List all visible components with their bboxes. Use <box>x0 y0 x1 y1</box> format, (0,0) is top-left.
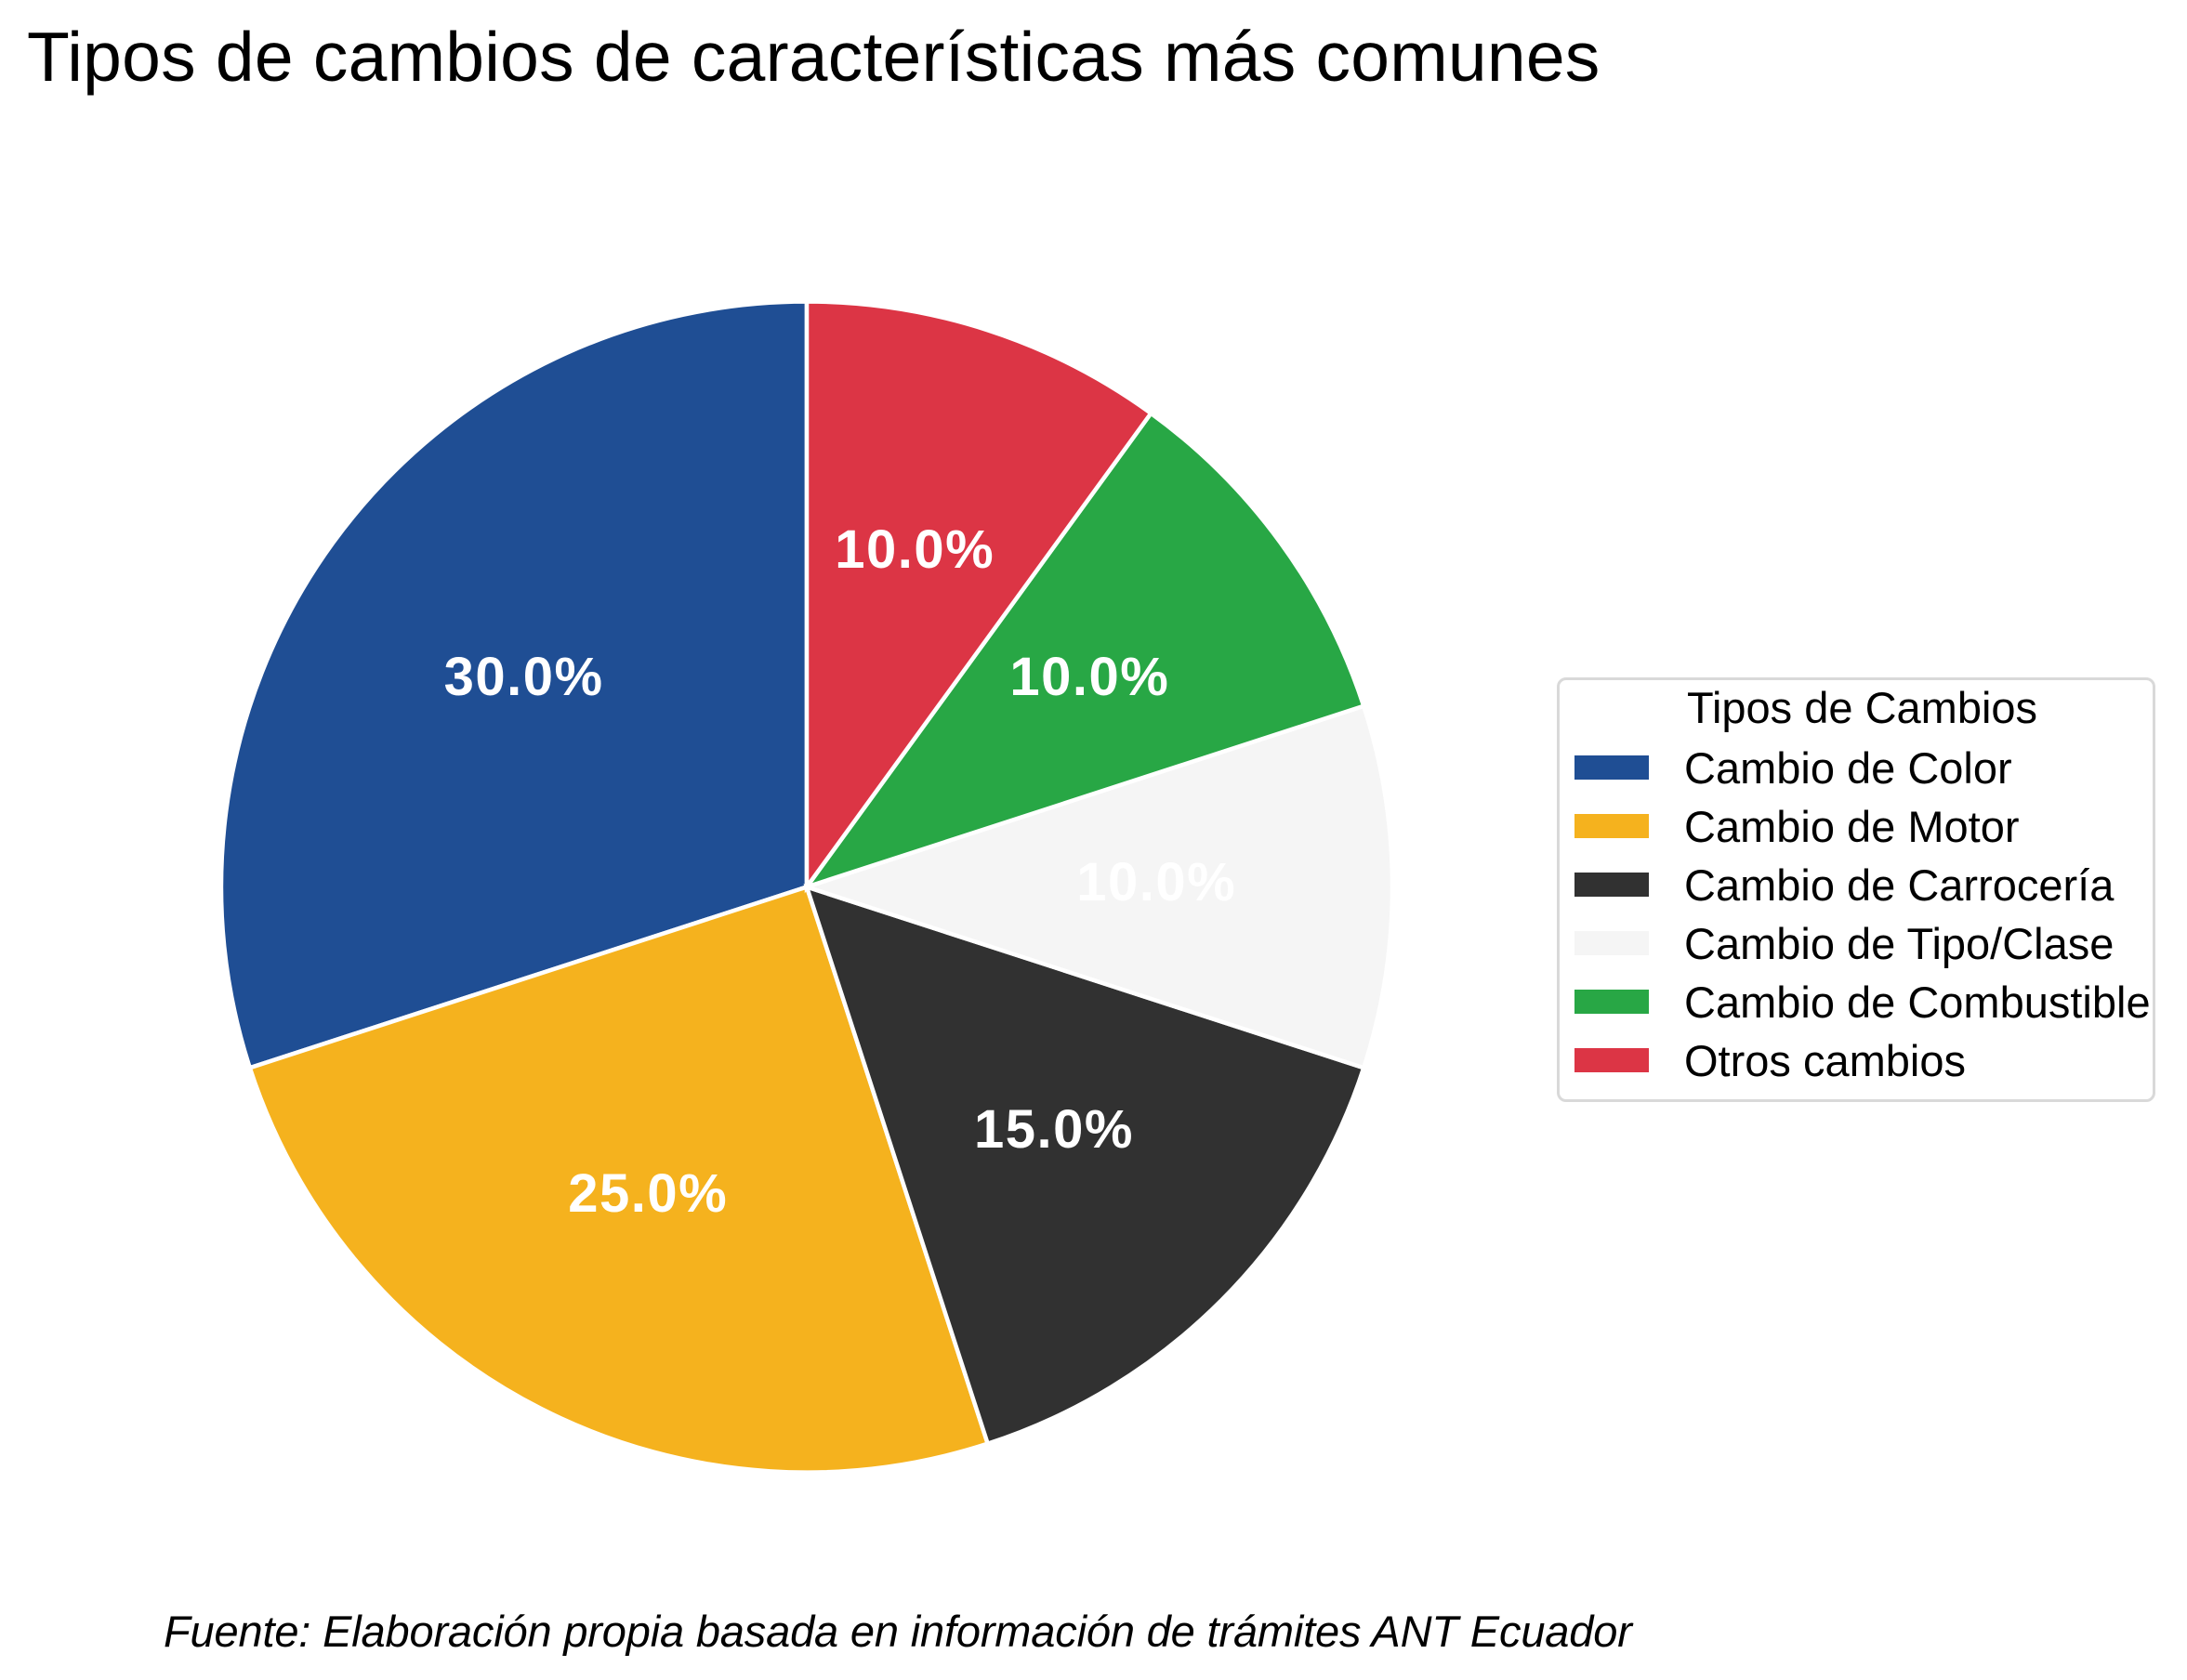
svg-text:25.0%: 25.0% <box>568 1163 728 1224</box>
svg-text:10.0%: 10.0% <box>1076 852 1236 912</box>
svg-text:15.0%: 15.0% <box>974 1099 1134 1160</box>
svg-text:10.0%: 10.0% <box>835 519 995 580</box>
svg-text:10.0%: 10.0% <box>1009 647 1169 707</box>
svg-text:30.0%: 30.0% <box>444 647 604 707</box>
